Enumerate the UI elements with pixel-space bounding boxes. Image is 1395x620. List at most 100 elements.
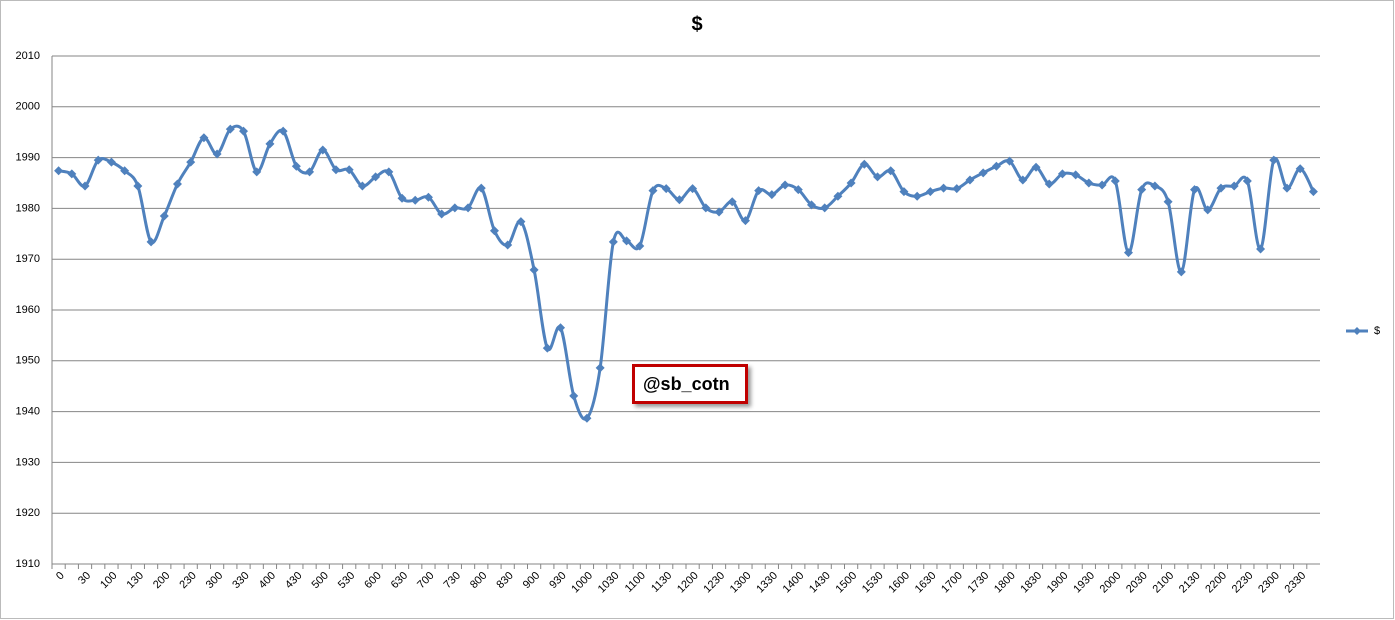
point (476, 183, 486, 193)
point (80, 181, 90, 191)
point (1071, 170, 1081, 180)
point (278, 126, 288, 136)
point (1308, 187, 1318, 197)
point (67, 169, 77, 179)
point (978, 168, 988, 178)
point (410, 195, 420, 205)
point (859, 159, 869, 169)
point (1216, 183, 1226, 193)
point (1084, 178, 1094, 188)
point (172, 179, 182, 189)
point (503, 240, 513, 250)
point (1269, 155, 1279, 165)
point (820, 203, 830, 213)
point (146, 237, 156, 247)
point (991, 161, 1001, 171)
point (437, 209, 447, 219)
point (1163, 197, 1173, 207)
point (1110, 176, 1120, 186)
point (688, 184, 698, 194)
point (384, 167, 394, 177)
point (939, 183, 949, 193)
point (1176, 267, 1186, 277)
point (529, 265, 539, 275)
point (674, 195, 684, 205)
point (159, 211, 169, 221)
point (608, 237, 618, 247)
point (701, 203, 711, 213)
point (556, 323, 566, 333)
point (1229, 181, 1239, 191)
point (265, 139, 275, 149)
point (212, 149, 222, 159)
point (582, 413, 592, 423)
point (595, 363, 605, 373)
point (1044, 179, 1054, 189)
point (252, 167, 262, 177)
point (371, 172, 381, 182)
point (1203, 205, 1213, 215)
point (754, 186, 764, 196)
point (133, 181, 143, 191)
point (318, 145, 328, 155)
point (106, 157, 116, 167)
point (291, 161, 301, 171)
y-tick-label: 1950 (16, 355, 40, 367)
point (54, 166, 64, 176)
point (1123, 248, 1133, 258)
point (239, 126, 249, 136)
y-tick-label: 1980 (16, 202, 40, 214)
point (1097, 180, 1107, 190)
point (305, 167, 315, 177)
point (569, 391, 579, 401)
y-tick-label: 1910 (16, 558, 40, 570)
y-tick-label: 1960 (16, 304, 40, 316)
point (397, 193, 407, 203)
point (1242, 176, 1252, 186)
point (661, 184, 671, 194)
point (450, 203, 460, 213)
point (120, 166, 130, 176)
point (357, 181, 367, 191)
point (740, 216, 750, 226)
y-tick-label: 1920 (16, 507, 40, 519)
legend-marker (1353, 327, 1361, 335)
point (912, 191, 922, 201)
point (767, 190, 777, 200)
point (516, 217, 526, 227)
point (793, 185, 803, 195)
y-tick-label: 2000 (16, 101, 40, 113)
y-tick-label: 1970 (16, 253, 40, 265)
chart-title: $ (691, 13, 702, 35)
point (1295, 164, 1305, 174)
legend-label: $ (1374, 325, 1380, 337)
point (806, 200, 816, 210)
point (727, 197, 737, 207)
point (952, 184, 962, 194)
point (1018, 175, 1028, 185)
annotation: @sb_cotn (632, 364, 748, 404)
point (344, 165, 354, 175)
point (899, 187, 909, 197)
point (331, 165, 341, 175)
point (846, 178, 856, 188)
point (1150, 181, 1160, 191)
y-tick-label: 1930 (16, 456, 40, 468)
point (423, 192, 433, 202)
point (1137, 185, 1147, 195)
point (886, 166, 896, 176)
point (1282, 183, 1292, 193)
point (489, 226, 499, 236)
point (542, 343, 552, 353)
point (1005, 156, 1015, 166)
point (1256, 244, 1266, 254)
point (780, 180, 790, 190)
point (463, 203, 473, 213)
point (225, 124, 235, 134)
point (199, 133, 209, 143)
point (1057, 169, 1067, 179)
point (965, 175, 975, 185)
